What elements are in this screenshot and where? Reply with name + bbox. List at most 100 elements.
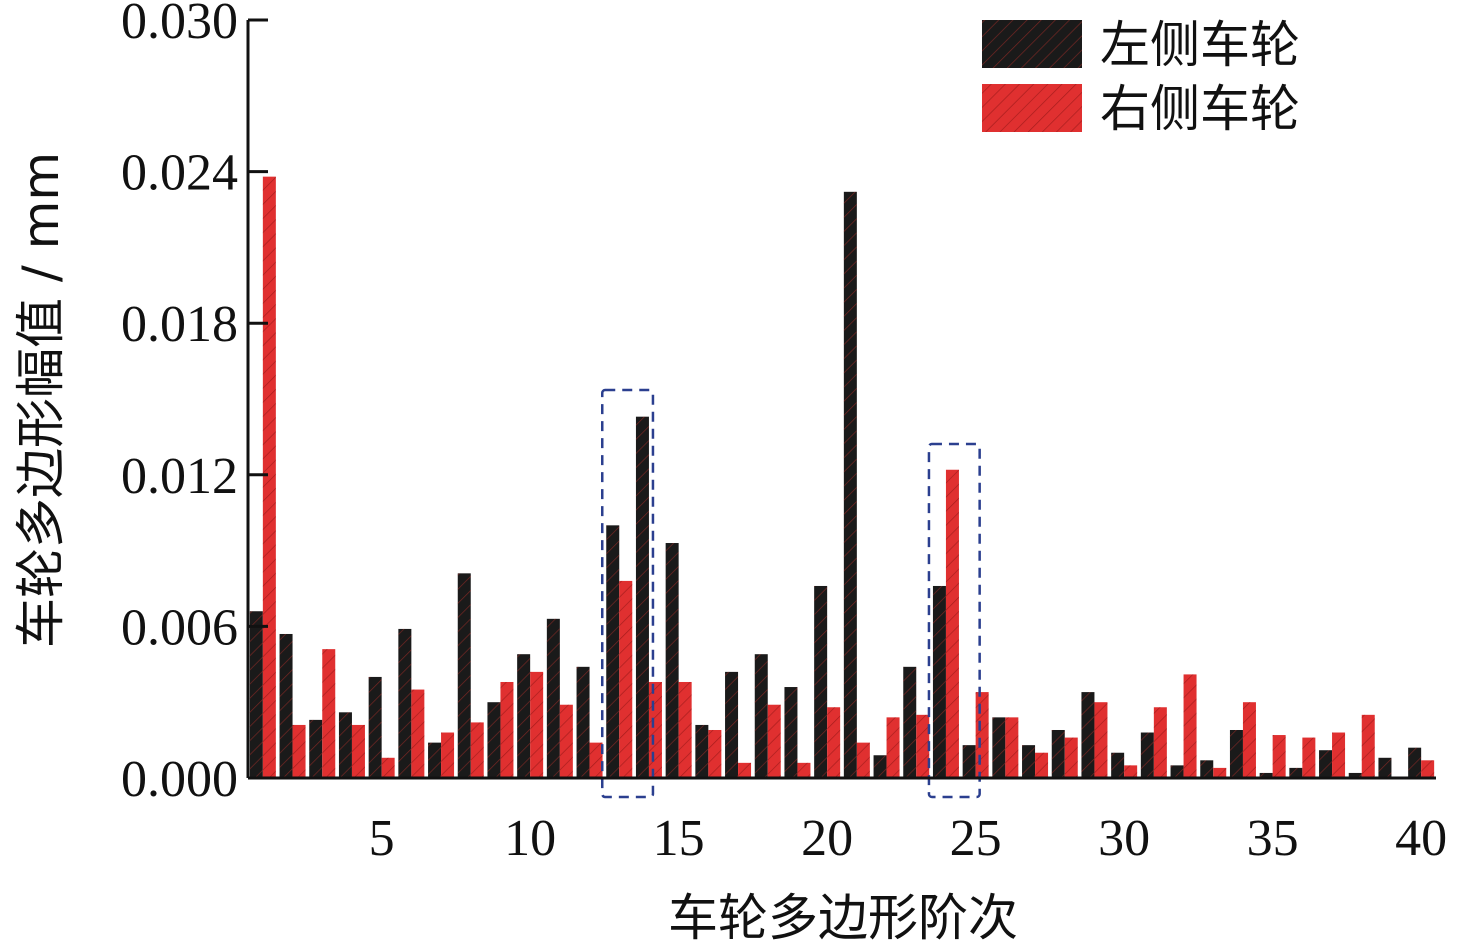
bar-hatch: [932, 585, 946, 778]
bar-right-10: [530, 671, 544, 778]
y-tick-label: 0.030: [121, 0, 238, 50]
bar-left-15: [665, 543, 679, 778]
bar-hatch: [708, 729, 722, 778]
bar-hatch: [962, 745, 976, 778]
x-axis: 5 10 15 20 25 30 35 40: [248, 776, 1447, 867]
bar-hatch: [945, 469, 959, 778]
bar-hatch: [517, 654, 531, 778]
bar-hatch: [1200, 760, 1214, 778]
plot-area: [249, 176, 1435, 799]
x-tick-label: 20: [801, 810, 853, 867]
bar-hatch: [1259, 772, 1273, 778]
legend-item-right: 右侧车轮: [982, 80, 1300, 138]
bar-left-11: [546, 618, 560, 778]
x-tick-label: 40: [1395, 810, 1447, 867]
highlight-box-2: [927, 442, 981, 799]
bar-hatch: [262, 176, 276, 779]
bar-hatch: [1170, 765, 1184, 778]
bar-right-15: [678, 681, 692, 778]
bar-right-19: [797, 762, 811, 778]
bar-right-13: [619, 580, 633, 778]
y-tick-label: 0.024: [121, 145, 238, 202]
x-tick-label: 25: [950, 810, 1002, 867]
bar-hatch: [1332, 732, 1346, 778]
bar-left-19: [784, 687, 798, 778]
bar-hatch: [576, 666, 590, 778]
bar-left-32: [1170, 765, 1184, 778]
bar-hatch: [1035, 752, 1049, 778]
bar-left-39: [1378, 757, 1392, 778]
bar-hatch: [678, 681, 692, 778]
bar-hatch: [1153, 707, 1167, 778]
bar-hatch: [797, 762, 811, 778]
bar-hatch: [606, 525, 620, 778]
y-axis-title: 车轮多边形幅值 / mm: [12, 152, 70, 648]
bar-hatch: [1408, 747, 1422, 778]
bar-right-7: [441, 732, 455, 778]
bar-right-18: [767, 704, 781, 778]
bar-right-38: [1361, 714, 1375, 778]
bar-right-3: [322, 649, 336, 778]
bar-hatch: [279, 633, 293, 778]
bar-left-4: [338, 712, 352, 778]
bar-hatch: [1051, 729, 1065, 778]
bar-hatch: [1421, 760, 1435, 778]
bar-hatch: [843, 191, 857, 778]
bar-hatch: [1022, 745, 1036, 778]
bar-right-14: [648, 681, 662, 778]
bar-hatch: [1213, 767, 1227, 778]
bar-left-24: [932, 585, 946, 778]
bar-hatch: [1064, 737, 1078, 778]
bar-right-33: [1213, 767, 1227, 778]
bar-left-9: [487, 702, 501, 778]
bar-hatch: [1361, 714, 1375, 778]
bar-right-4: [351, 724, 365, 778]
bar-hatch: [559, 704, 573, 778]
bar-hatch: [546, 618, 560, 778]
bar-left-22: [873, 755, 887, 778]
bar-right-20: [827, 707, 841, 778]
bar-right-28: [1064, 737, 1078, 778]
y-tick-label: 0.012: [121, 448, 238, 505]
legend-swatch-hatch: [982, 20, 1082, 68]
x-axis-title: 车轮多边形阶次: [668, 889, 1018, 947]
bar-right-29: [1094, 702, 1108, 778]
y-tick-label: 0.006: [121, 599, 238, 656]
bar-right-12: [589, 742, 603, 778]
bar-hatch: [1005, 717, 1019, 778]
bar-hatch: [457, 573, 471, 778]
bar-left-33: [1200, 760, 1214, 778]
bar-hatch: [1111, 752, 1125, 778]
bar-hatch: [322, 649, 336, 778]
bar-left-29: [1081, 692, 1095, 778]
bar-left-37: [1319, 750, 1333, 778]
bar-right-40: [1421, 760, 1435, 778]
bar-left-20: [814, 585, 828, 778]
bar-right-1: [262, 176, 276, 779]
bar-right-25: [975, 692, 989, 778]
bar-hatch: [1081, 692, 1095, 778]
bar-hatch: [903, 666, 917, 778]
y-tick-label: 0.018: [121, 296, 238, 353]
legend-item-left: 左侧车轮: [982, 16, 1300, 74]
bar-right-21: [856, 742, 870, 778]
bar-hatch: [589, 742, 603, 778]
bar-left-16: [695, 724, 709, 778]
bar-hatch: [738, 762, 752, 778]
bar-hatch: [754, 654, 768, 778]
bar-right-24: [945, 469, 959, 778]
bar-hatch: [1348, 772, 1362, 778]
bar-left-1: [249, 611, 263, 778]
bar-left-2: [279, 633, 293, 778]
bar-left-35: [1259, 772, 1273, 778]
bar-hatch: [784, 687, 798, 778]
bar-left-31: [1140, 732, 1154, 778]
bar-hatch: [292, 724, 306, 778]
y-tick-label: 0.000: [121, 751, 238, 808]
bar-hatch: [975, 692, 989, 778]
bar-hatch: [992, 717, 1006, 778]
bar-right-31: [1153, 707, 1167, 778]
bar-hatch: [827, 707, 841, 778]
